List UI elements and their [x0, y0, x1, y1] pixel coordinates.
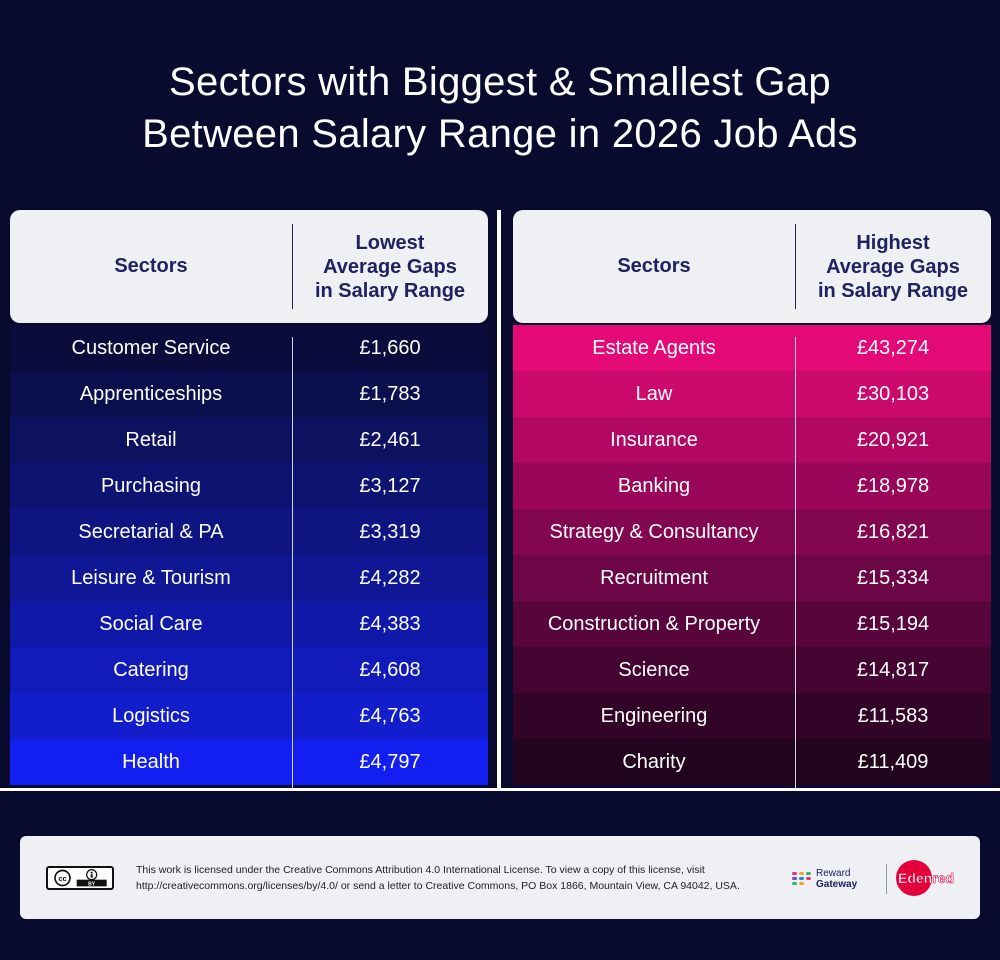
sector-name: Retail [125, 428, 177, 451]
table-header: Sectors Highest Average Gaps in Salary R… [513, 210, 991, 323]
edenred-wordmark: Edenred [898, 870, 954, 886]
table-row: Science £14,817 [513, 647, 991, 693]
table-row: Insurance £20,921 [513, 417, 991, 463]
sector-name: Engineering [600, 704, 708, 727]
logo1-line-1: Reward [816, 868, 850, 879]
logo-separator [886, 864, 887, 894]
header-sectors: Sectors [114, 255, 188, 277]
table-header: Sectors Lowest Average Gaps in Salary Ra… [10, 210, 488, 323]
sector-name: Customer Service [71, 336, 231, 359]
column-separator [292, 337, 293, 789]
gap-value: £4,763 [359, 704, 421, 727]
gap-value: £15,334 [856, 566, 930, 589]
table-row: Law £30,103 [513, 371, 991, 417]
header-separator [795, 224, 796, 309]
table-row: Strategy & Consultancy £16,821 [513, 509, 991, 555]
table-rows: Customer Service £1,660 Apprenticeships £1,… [10, 325, 488, 789]
table-row: Recruitment £15,334 [513, 555, 991, 601]
gap-value: £4,282 [359, 566, 421, 589]
table-row: Health £4,797 [10, 739, 488, 785]
sector-name: Catering [113, 658, 189, 681]
edenred-logo-icon: Edenred [896, 860, 954, 896]
sector-name: Recruitment [600, 566, 708, 589]
header-value: Highest Average Gaps in Salary Range [795, 231, 991, 303]
gap-value: £4,608 [359, 658, 421, 681]
gap-value: £2,461 [359, 428, 421, 451]
table-row: Social Care £4,383 [10, 601, 488, 647]
by-badge-label: BY [88, 882, 96, 888]
table-row: Retail £2,461 [10, 417, 488, 463]
sector-name: Estate Agents [592, 336, 716, 359]
sector-name: Science [618, 658, 690, 681]
gap-value: £4,383 [359, 612, 421, 635]
sector-name: Banking [617, 474, 691, 497]
reward-gateway-logo-icon: Reward Gateway [792, 868, 858, 890]
center-divider [497, 210, 501, 790]
table-row: Logistics £4,763 [10, 693, 488, 739]
table-row: Apprenticeships £1,783 [10, 371, 488, 417]
title-line-2: Between Salary Range in 2026 Job Ads [142, 112, 858, 156]
gap-value: £16,821 [856, 520, 930, 543]
footer: cc BY This work is licensed under the Cr… [20, 836, 980, 919]
table-row: Charity £11,409 [513, 739, 991, 785]
sector-name: Construction & Property [547, 612, 761, 635]
gap-value: £14,817 [856, 658, 930, 681]
gap-value: £1,783 [359, 382, 421, 405]
sector-name: Charity [622, 750, 686, 773]
header-separator [292, 224, 293, 309]
sector-name: Insurance [610, 428, 698, 451]
header-sectors: Sectors [617, 255, 691, 277]
gap-value: £11,583 [857, 704, 929, 727]
table-row: Purchasing £3,127 [10, 463, 488, 509]
table-row: Leisure & Tourism £4,282 [10, 555, 488, 601]
table-row: Construction & Property £15,194 [513, 601, 991, 647]
sector-name: Health [122, 750, 180, 773]
chart-title: Sectors with Biggest & Smallest Gap Betw… [0, 56, 1000, 160]
header-value-line-3: in Salary Range [314, 279, 466, 302]
cc-badge-label: cc [58, 874, 66, 883]
gap-value: £3,319 [359, 520, 421, 543]
title-line-1: Sectors with Biggest & Smallest Gap [169, 60, 831, 104]
table-row: Secretarial & PA £3,319 [10, 509, 488, 555]
table-row: Estate Agents £43,274 [513, 325, 991, 371]
sector-name: Purchasing [100, 474, 202, 497]
gap-value: £43,274 [856, 336, 930, 359]
sector-name: Logistics [112, 704, 190, 727]
gap-value: £4,797 [359, 750, 421, 773]
header-value: Lowest Average Gaps in Salary Range [292, 231, 488, 303]
table-row: Banking £18,978 [513, 463, 991, 509]
gap-value: £20,921 [856, 428, 930, 451]
highest-gaps-table: Sectors Highest Average Gaps in Salary R… [513, 210, 991, 789]
gap-value: £15,194 [856, 612, 930, 635]
creative-commons-badge-icon: cc BY [46, 866, 114, 890]
gap-value: £3,127 [359, 474, 421, 497]
table-rows: Estate Agents £43,274 Law £30,103 Insurance £… [513, 325, 991, 789]
header-value-line-2: Average Gaps [323, 255, 457, 278]
gap-value: £18,978 [856, 474, 930, 497]
lowest-gaps-table: Sectors Lowest Average Gaps in Salary Ra… [10, 210, 488, 789]
logo1-line-2: Gateway [816, 879, 858, 890]
sector-name: Leisure & Tourism [71, 566, 231, 589]
sector-name: Law [635, 382, 673, 405]
bottom-rule [0, 788, 1000, 791]
gap-value: £1,660 [359, 336, 421, 359]
gap-value: £11,409 [857, 750, 929, 773]
sector-name: Apprenticeships [79, 382, 223, 405]
license-text: This work is licensed under the Creative… [136, 864, 740, 892]
table-row: Engineering £11,583 [513, 693, 991, 739]
header-value-line-1: Highest [856, 231, 930, 254]
table-row: Catering £4,608 [10, 647, 488, 693]
table-row: Customer Service £1,660 [10, 325, 488, 371]
header-value-line-1: Lowest [355, 231, 425, 254]
sector-name: Social Care [99, 612, 203, 635]
header-value-line-2: Average Gaps [826, 255, 960, 278]
sector-name: Strategy & Consultancy [549, 520, 759, 543]
header-value-line-3: in Salary Range [817, 279, 969, 302]
sector-name: Secretarial & PA [78, 520, 224, 543]
gap-value: £30,103 [856, 382, 930, 405]
column-separator [795, 337, 796, 789]
